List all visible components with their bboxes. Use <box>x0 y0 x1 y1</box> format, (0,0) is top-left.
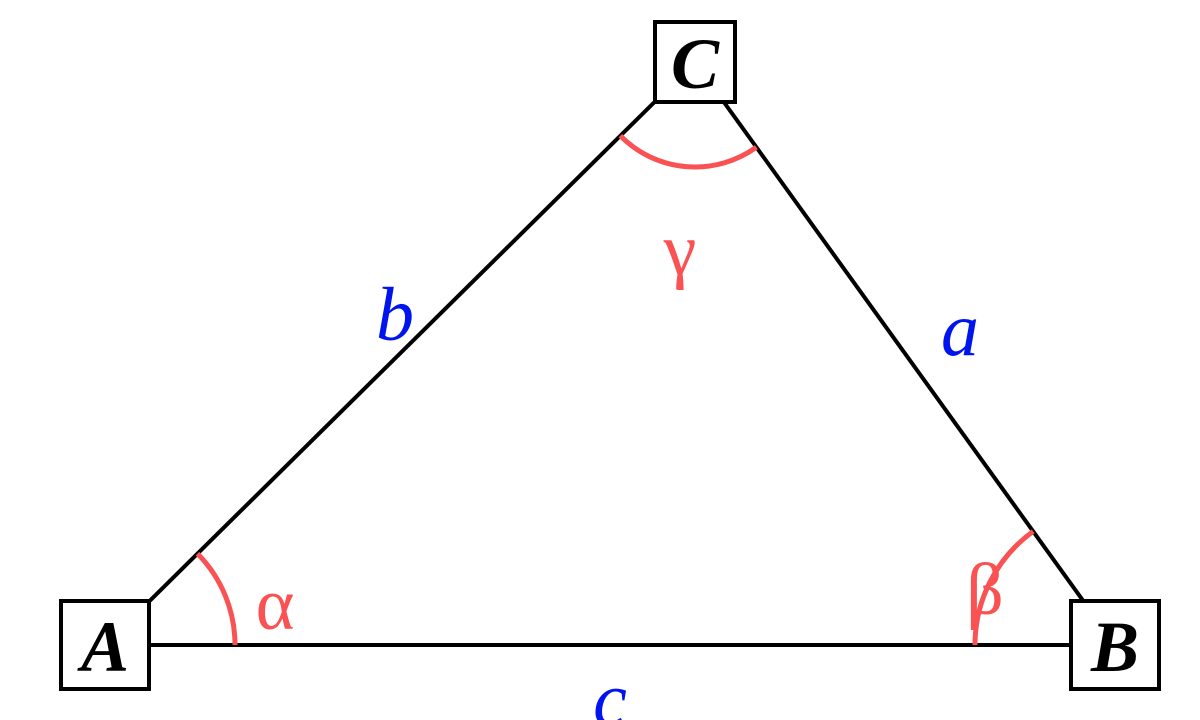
side-label-a: a <box>941 288 979 372</box>
edge-a <box>695 62 1115 645</box>
vertex-label-c: C <box>671 24 720 104</box>
angle-arcs <box>197 136 1033 645</box>
vertex-label-a: A <box>77 607 129 687</box>
angle-label-alpha: α <box>256 564 295 646</box>
angle-arc-gamma <box>620 136 756 167</box>
angle-arc-alpha <box>197 554 235 645</box>
side-label-b: b <box>376 273 414 357</box>
triangle-diagram: A B C a b c α β γ <box>0 0 1200 720</box>
side-label-c: c <box>593 658 627 720</box>
vertex-label-b: B <box>1090 607 1139 687</box>
angle-label-beta: β <box>966 549 1004 631</box>
angle-label-gamma: γ <box>663 209 697 291</box>
side-labels: a b c <box>376 273 979 720</box>
angle-labels: α β γ <box>256 209 1004 646</box>
